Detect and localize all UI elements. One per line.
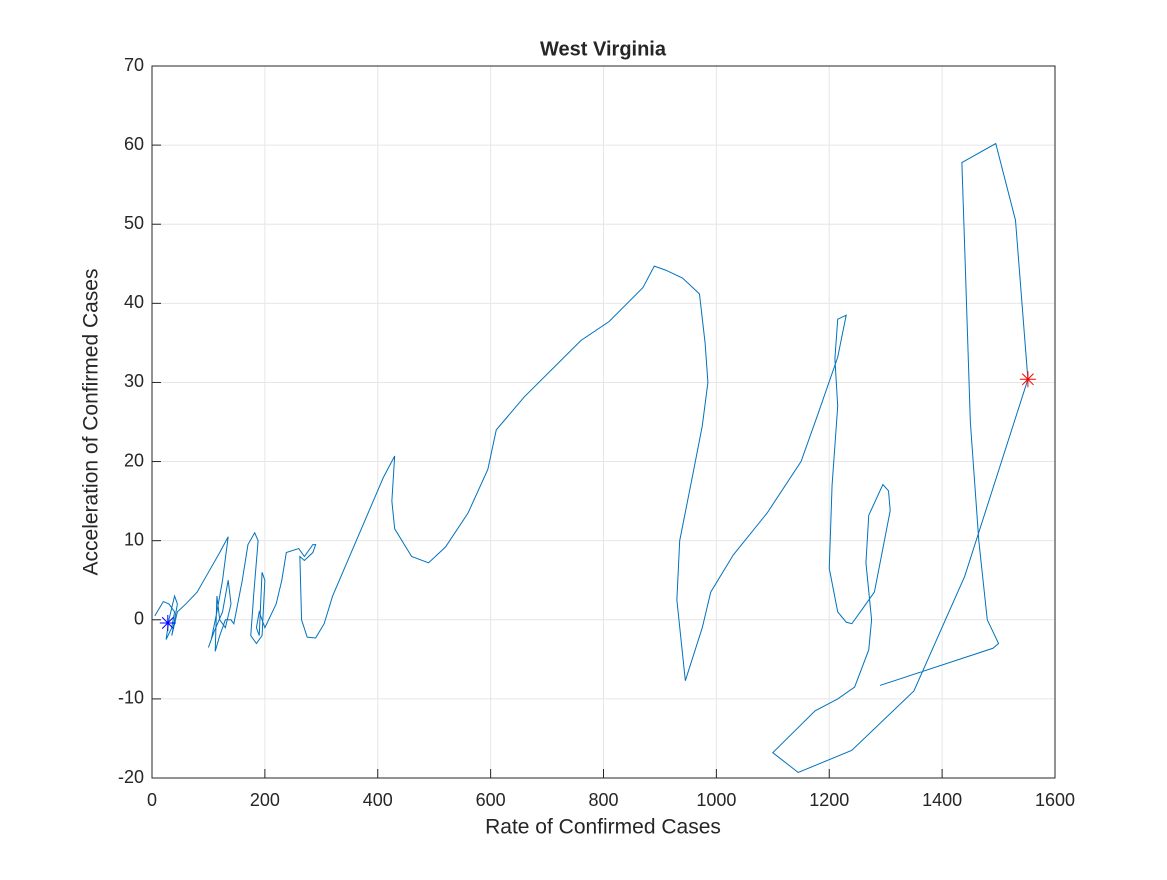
y-tick-label: 50 (124, 213, 144, 233)
x-tick-label: 400 (363, 790, 393, 810)
y-tick-label: 0 (134, 609, 144, 629)
x-tick-label: 1400 (922, 790, 962, 810)
x-tick-label: 600 (476, 790, 506, 810)
x-tick-label: 1200 (809, 790, 849, 810)
y-tick-label: 40 (124, 292, 144, 312)
y-tick-label: 10 (124, 529, 144, 549)
trajectory-line (154, 142, 1029, 774)
star-marker (1019, 371, 1036, 388)
x-tick-label: 200 (250, 790, 280, 810)
x-tick-label: 1600 (1035, 790, 1075, 810)
y-tick-label: -20 (118, 767, 144, 787)
x-tick-label: 800 (588, 790, 618, 810)
x-axis-label: Rate of Confirmed Cases (485, 816, 721, 839)
x-tick-label: 0 (147, 790, 157, 810)
x-tick-label: 1000 (696, 790, 736, 810)
star-marker (159, 614, 176, 631)
axes-box (151, 65, 1056, 779)
y-tick-label: 20 (124, 450, 144, 470)
y-axis-label: Acceleration of Confirmed Cases (80, 269, 103, 576)
y-tick-label: 30 (124, 371, 144, 391)
y-tick-label: -10 (118, 688, 144, 708)
y-tick-label: 60 (124, 134, 144, 154)
y-tick-label: 70 (124, 55, 144, 75)
chart-title: West Virginia (540, 38, 667, 60)
